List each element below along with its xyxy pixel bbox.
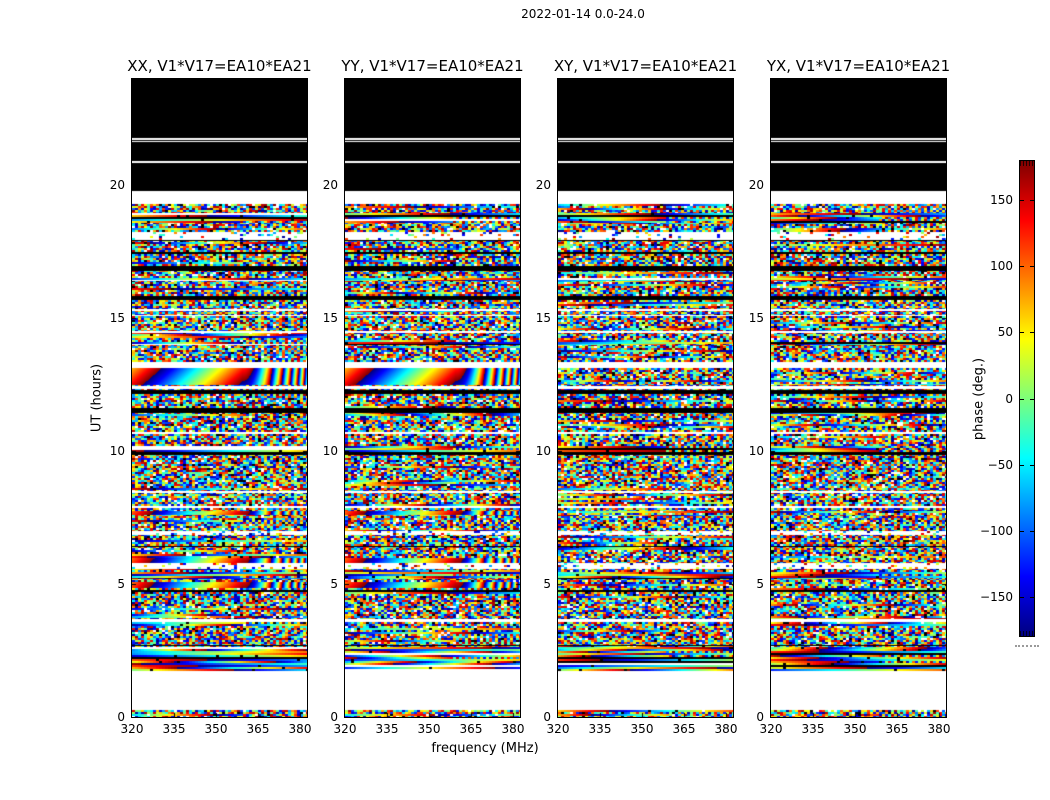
- colorbar-tick-right: [1030, 531, 1034, 532]
- colorbar-tick-right: [1030, 266, 1034, 267]
- colorbar-extend-dots: [1015, 645, 1039, 647]
- panel-title-yy: YY, V1*V17=EA10*EA21: [341, 57, 524, 75]
- y-tick-label: 15: [322, 311, 338, 326]
- panel-xy: XY, V1*V17=EA10*EA21: [554, 57, 737, 718]
- colorbar-bottom-hatch: [1020, 631, 1034, 636]
- y-tick-label: 15: [748, 311, 764, 326]
- colorbar: [1019, 160, 1035, 637]
- y-axis-label: UT (hours): [89, 363, 105, 433]
- x-tick-label: 350: [417, 722, 441, 736]
- colorbar-tick-right: [1030, 597, 1034, 598]
- x-tick-label: 380: [714, 722, 738, 736]
- heatmap-xx: [132, 79, 307, 717]
- colorbar-tick-label: 0: [1005, 392, 1013, 406]
- y-tick-label: 0: [117, 710, 125, 724]
- colorbar-tick-left: [1020, 200, 1024, 201]
- x-axis-label: frequency (MHz): [431, 741, 539, 756]
- y-tick-label: 20: [109, 178, 125, 193]
- x-tick-label: 365: [672, 722, 696, 736]
- x-tick-label: 320: [546, 722, 570, 736]
- y-tick-label: 20: [748, 178, 764, 193]
- x-tick-label: 380: [927, 722, 951, 736]
- x-tick-label: 350: [204, 722, 228, 736]
- x-tick-label: 365: [885, 722, 909, 736]
- y-tick-label: 10: [322, 444, 338, 459]
- x-tick-label: 320: [120, 722, 144, 736]
- colorbar-tick-label: −50: [987, 458, 1013, 472]
- colorbar-tick-label: 150: [990, 193, 1013, 207]
- heatmap-xy: [558, 79, 733, 717]
- colorbar-tick-right: [1030, 200, 1034, 201]
- x-tick-label: 350: [843, 722, 867, 736]
- panel-title-xy: XY, V1*V17=EA10*EA21: [553, 57, 738, 75]
- y-tick-label: 5: [117, 577, 125, 592]
- y-tick-label: 5: [543, 577, 551, 592]
- y-tick-label: 0: [330, 710, 338, 724]
- colorbar-tick-left: [1020, 465, 1024, 466]
- panel-title-xx: XX, V1*V17=EA10*EA21: [127, 57, 312, 75]
- colorbar-tick-label: 100: [990, 259, 1013, 273]
- colorbar-tick-right: [1030, 399, 1034, 400]
- colorbar-top-hatch: [1020, 161, 1034, 166]
- x-tick-label: 335: [801, 722, 825, 736]
- y-tick-label: 15: [535, 311, 551, 326]
- y-tick-label: 20: [322, 178, 338, 193]
- y-tick-label: 20: [535, 178, 551, 193]
- y-tick-label: 5: [756, 577, 764, 592]
- x-tick-label: 335: [588, 722, 612, 736]
- x-tick-label: 380: [501, 722, 525, 736]
- colorbar-tick-label: −100: [980, 524, 1013, 538]
- heatmap-yx: [771, 79, 946, 717]
- colorbar-tick-left: [1020, 266, 1024, 267]
- colorbar-tick-label: 50: [997, 325, 1013, 339]
- x-tick-label: 365: [246, 722, 270, 736]
- panel-title-yx: YX, V1*V17=EA10*EA21: [766, 57, 951, 75]
- x-tick-label: 335: [162, 722, 186, 736]
- y-tick-label: 0: [543, 710, 551, 724]
- y-tick-label: 10: [535, 444, 551, 459]
- y-tick-label: 15: [109, 311, 125, 326]
- colorbar-tick-left: [1020, 399, 1024, 400]
- y-tick-label: 0: [756, 710, 764, 724]
- figure-title: 2022-01-14 0.0-24.0: [521, 7, 645, 21]
- y-tick-label: 10: [109, 444, 125, 459]
- colorbar-tick-left: [1020, 332, 1024, 333]
- x-tick-label: 320: [759, 722, 783, 736]
- heatmap-yy: [345, 79, 520, 717]
- x-tick-label: 350: [630, 722, 654, 736]
- x-tick-label: 365: [459, 722, 483, 736]
- colorbar-tick-right: [1030, 332, 1034, 333]
- colorbar-tick-left: [1020, 531, 1024, 532]
- y-tick-label: 5: [330, 577, 338, 592]
- x-tick-label: 335: [375, 722, 399, 736]
- panel-yx: YX, V1*V17=EA10*EA21: [767, 57, 950, 718]
- y-tick-label: 10: [748, 444, 764, 459]
- panel-xx: XX, V1*V17=EA10*EA21: [127, 57, 312, 718]
- colorbar-tick-label: −150: [980, 590, 1013, 604]
- x-tick-label: 380: [288, 722, 312, 736]
- colorbar-tick-left: [1020, 597, 1024, 598]
- x-tick-label: 320: [333, 722, 357, 736]
- colorbar-tick-right: [1030, 465, 1034, 466]
- panel-yy: YY, V1*V17=EA10*EA21: [341, 57, 524, 718]
